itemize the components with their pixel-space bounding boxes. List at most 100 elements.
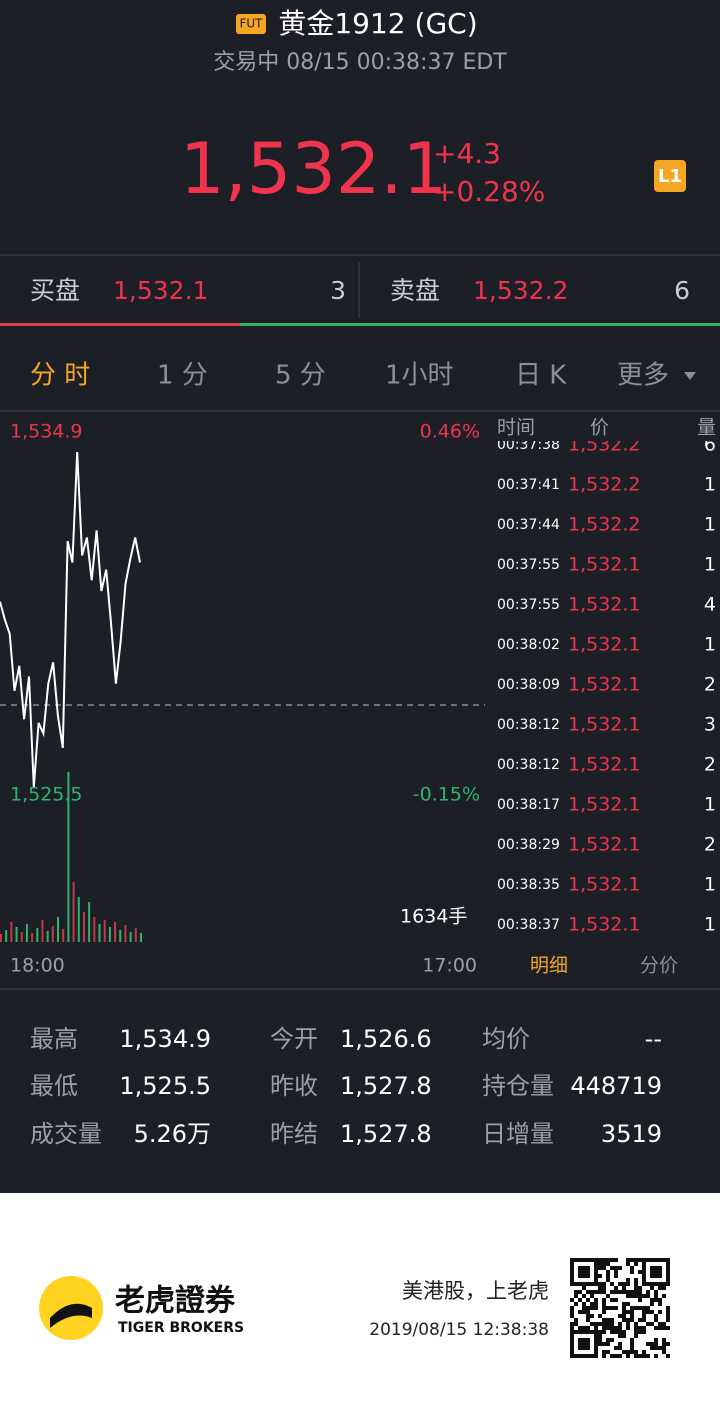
tab[interactable]: 更多 xyxy=(617,361,669,391)
qr-module xyxy=(586,1310,590,1314)
stat-value: 1,527.8 xyxy=(340,1072,432,1100)
qr-module xyxy=(594,1266,598,1270)
qr-module xyxy=(666,1278,670,1282)
qr-module xyxy=(650,1258,654,1262)
trade-time: 00:38:09 xyxy=(497,677,560,693)
qr-module xyxy=(606,1274,610,1278)
qr-module xyxy=(594,1258,598,1262)
qr-module xyxy=(630,1310,634,1314)
trade-size: 1 xyxy=(704,874,716,896)
stat-label: 日增量 xyxy=(482,1120,554,1148)
qr-module xyxy=(666,1354,670,1358)
qr-module xyxy=(594,1282,598,1286)
qr-module xyxy=(626,1326,630,1330)
qr-module xyxy=(594,1262,598,1266)
qr-module xyxy=(654,1274,658,1278)
trade-time: 00:37:41 xyxy=(497,477,560,493)
qr-module xyxy=(586,1270,590,1274)
qr-module xyxy=(658,1274,662,1278)
volume-bar xyxy=(57,917,60,942)
qr-module xyxy=(614,1274,618,1278)
qr-module xyxy=(586,1290,590,1294)
qr-module xyxy=(594,1338,598,1342)
trades-tab[interactable]: 分价 xyxy=(640,955,678,977)
trade-price: 1,532.2 xyxy=(568,434,641,456)
stat-label: 成交量 xyxy=(30,1120,102,1148)
qr-module xyxy=(638,1318,642,1322)
qr-module xyxy=(626,1310,630,1314)
trade-time: 00:38:29 xyxy=(497,837,560,853)
qr-module xyxy=(574,1318,578,1322)
qr-module xyxy=(590,1290,594,1294)
qr-module xyxy=(622,1334,626,1338)
volume-bar xyxy=(31,933,34,942)
change: +4.3 xyxy=(433,137,501,170)
qr-module xyxy=(666,1326,670,1330)
stat-value: 3519 xyxy=(601,1120,662,1148)
qr-module xyxy=(630,1346,634,1350)
volume-bar xyxy=(93,917,96,942)
qr-module xyxy=(594,1342,598,1346)
qr-module xyxy=(630,1318,634,1322)
qr-module xyxy=(606,1270,610,1274)
qr-module xyxy=(638,1326,642,1330)
qr-module xyxy=(598,1314,602,1318)
qr-module xyxy=(618,1346,622,1350)
trade-time: 00:38:37 xyxy=(497,917,560,933)
qr-module xyxy=(578,1338,582,1342)
tab[interactable]: 日 K xyxy=(515,361,567,391)
qr-module xyxy=(654,1270,658,1274)
trade-time: 00:37:55 xyxy=(497,597,560,613)
qr-module xyxy=(642,1310,646,1314)
qr-module xyxy=(582,1310,586,1314)
qr-module xyxy=(650,1282,654,1286)
tab[interactable]: 1 分 xyxy=(157,361,208,391)
tab[interactable]: 分 时 xyxy=(30,361,90,391)
qr-module xyxy=(578,1270,582,1274)
qr-module xyxy=(598,1290,602,1294)
volume-bar xyxy=(20,932,23,942)
qr-module xyxy=(662,1338,666,1342)
qr-module xyxy=(598,1334,602,1338)
qr-module xyxy=(642,1274,646,1278)
qr-module xyxy=(642,1262,646,1266)
tab[interactable]: 1小时 xyxy=(385,361,454,391)
qr-module xyxy=(662,1342,666,1346)
qr-module xyxy=(642,1266,646,1270)
qr-module xyxy=(598,1262,602,1266)
qr-module xyxy=(602,1306,606,1310)
trades-tab[interactable]: 明细 xyxy=(530,955,568,977)
qr-module xyxy=(666,1274,670,1278)
qr-module xyxy=(594,1270,598,1274)
tab[interactable]: 5 分 xyxy=(275,361,326,391)
stat-label: 今开 xyxy=(270,1025,318,1053)
qr-module xyxy=(594,1274,598,1278)
qr-module xyxy=(574,1282,578,1286)
trade-price: 1,532.1 xyxy=(568,714,641,736)
bid-bar xyxy=(0,323,240,326)
qr-module xyxy=(638,1306,642,1310)
qr-module xyxy=(582,1282,586,1286)
stat-value: 1,527.8 xyxy=(340,1120,432,1148)
qr-module xyxy=(626,1282,630,1286)
qr-module xyxy=(602,1310,606,1314)
qr-module xyxy=(638,1286,642,1290)
qr-module xyxy=(650,1346,654,1350)
qr-module xyxy=(610,1338,614,1342)
trade-size: 1 xyxy=(704,474,716,496)
qr-module xyxy=(634,1258,638,1262)
qr-module xyxy=(602,1342,606,1346)
qr-module xyxy=(574,1354,578,1358)
qr-module xyxy=(602,1354,606,1358)
qr-module xyxy=(646,1342,650,1346)
stat-label: 持仓量 xyxy=(482,1072,554,1100)
trade-size: 1 xyxy=(704,554,716,576)
qr-module xyxy=(622,1330,626,1334)
fut-badge xyxy=(236,14,266,34)
qr-module xyxy=(606,1262,610,1266)
trade-size: 1 xyxy=(704,514,716,536)
qr-module xyxy=(662,1346,666,1350)
qr-module xyxy=(574,1322,578,1326)
qr-module xyxy=(570,1258,574,1262)
trades-list: 00:37:38 1,532.2 6 00:37:41 1,532.2 1 00:37:44… xyxy=(497,434,716,936)
